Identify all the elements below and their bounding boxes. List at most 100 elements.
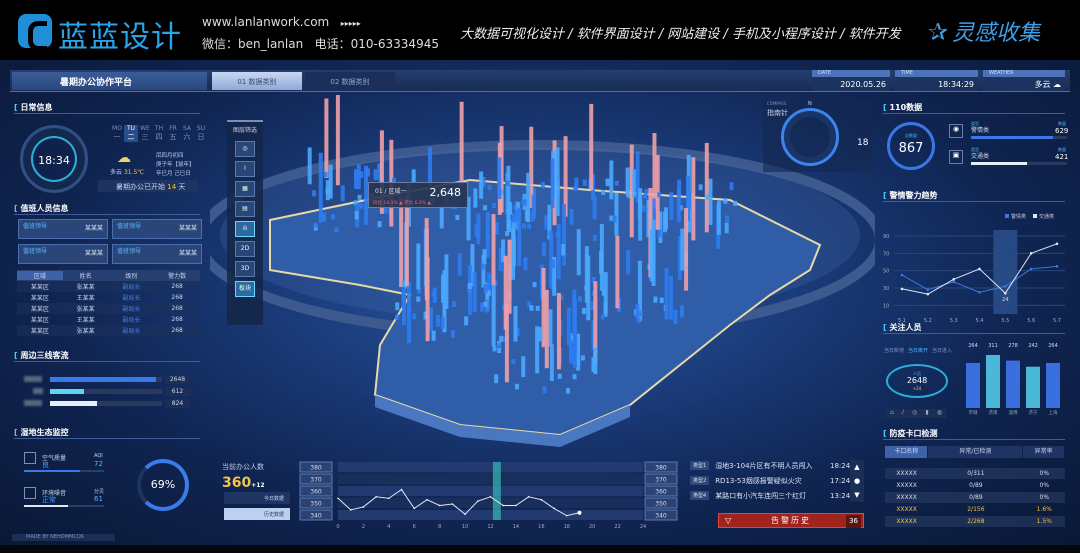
data-point: [565, 514, 568, 517]
map-bar: [582, 179, 587, 186]
x-tick-label: 5.5: [1001, 318, 1009, 323]
filter-button[interactable]: ▦: [235, 181, 255, 197]
table-row[interactable]: 某某区 张某某 副局长 268: [17, 281, 200, 292]
warning-icon: ▽: [725, 516, 734, 525]
table-cell: 0%: [1039, 470, 1050, 477]
phone: 电话：010-63334945: [314, 37, 439, 51]
map-bar: [542, 386, 547, 394]
map-bar: [511, 358, 516, 364]
map-bar: [324, 98, 329, 179]
focus-tab[interactable]: 当日离开: [908, 348, 929, 354]
column-header[interactable]: 卡口名称: [885, 446, 928, 458]
map-bar: [504, 304, 509, 383]
link-icon[interactable]: ∕: [901, 409, 904, 416]
map-bar: [401, 290, 406, 308]
column-header[interactable]: 警力数: [168, 273, 187, 280]
website-link[interactable]: www.lanlanwork.com: [202, 15, 330, 29]
target-icon[interactable]: ◎: [912, 409, 918, 416]
3d-map[interactable]: [210, 95, 875, 455]
focus-tab[interactable]: 当日进入: [932, 348, 953, 354]
scroll-up-icon[interactable]: ▲: [854, 463, 860, 471]
table-cell: 副局长: [122, 284, 141, 291]
map-bar: [497, 157, 502, 199]
map-bar: [614, 180, 619, 186]
map-bar: [411, 169, 416, 183]
compass-value: 18: [857, 138, 869, 148]
alarm-history-button[interactable]: ▽ 告警历史 36: [718, 513, 864, 528]
filter-button[interactable]: ▤: [235, 201, 255, 217]
alarm-scroll[interactable]: ▲ ● ▼: [850, 460, 864, 502]
countdown: 暑期办公已开始 14 天: [98, 180, 198, 192]
table-row[interactable]: XXXXX 2/156 1.6%: [885, 504, 1065, 515]
map-bar: [561, 204, 566, 260]
duty-role: 值班领导: [23, 248, 48, 255]
filter-button[interactable]: ⌇: [235, 161, 255, 177]
battery-icon[interactable]: ▮: [925, 409, 929, 416]
flow-value: 612: [165, 387, 190, 396]
data-point: [375, 496, 377, 498]
scroll-down-icon[interactable]: ▼: [854, 491, 860, 499]
x-tick-label: 4: [387, 524, 390, 530]
filter-button[interactable]: 3D: [235, 261, 255, 277]
tab-data-category-1[interactable]: 01 数据类别: [212, 72, 302, 90]
filter-button[interactable]: 板块: [235, 281, 255, 297]
table-row[interactable]: 某某区 王某某 副局长 268: [17, 292, 200, 303]
map-bar: [566, 307, 571, 346]
data-point: [926, 292, 930, 296]
table-row[interactable]: XXXXX 0/311 0%: [885, 468, 1065, 479]
column-header[interactable]: 异常/已检测: [928, 446, 1023, 458]
column-header[interactable]: 姓名: [79, 273, 92, 280]
table-row[interactable]: XXXXX 0/89 0%: [885, 480, 1065, 491]
focus-tab[interactable]: 当日新增: [884, 348, 905, 354]
duty-role: 值班领导: [117, 223, 142, 230]
today-data-button[interactable]: 今日数据: [224, 492, 290, 504]
duty-card[interactable]: 值班领导 某某某: [18, 219, 108, 239]
countdown-unit: 天: [178, 183, 186, 191]
compass-ring[interactable]: [781, 108, 839, 166]
alarm-item[interactable]: 类型1 湿地3-104片区有不明人员闯入 18:24: [690, 458, 851, 473]
weekday-cn: 一: [113, 133, 121, 141]
car-icon[interactable]: ⌂: [890, 409, 894, 416]
table-row[interactable]: XXXXX 0/89 0%: [885, 492, 1065, 503]
tab-data-category-2[interactable]: 02 数据类别: [305, 72, 395, 90]
weekday-fr: FR 五: [166, 125, 180, 142]
table-row[interactable]: XXXXX 2/268 1.5%: [885, 516, 1065, 527]
map-bar: [467, 282, 472, 292]
duty-card[interactable]: 值班领导 某某某: [18, 244, 108, 264]
map-bar: [562, 260, 567, 266]
table-row[interactable]: 某某区 张某某 副局长 268: [17, 325, 200, 336]
column-header[interactable]: 区域: [17, 271, 63, 280]
map-bar: [492, 345, 497, 352]
table-header: 区域 姓名 级别 警力数: [17, 270, 200, 281]
map-bar: [643, 193, 648, 199]
data-point: [952, 278, 955, 281]
map-bar: [466, 196, 471, 241]
map-bar: [638, 196, 643, 209]
bar-value: 264: [968, 343, 978, 349]
disk-icon[interactable]: ◍: [936, 409, 942, 416]
table-row[interactable]: 某某区 王某某 副局长 268: [17, 314, 200, 325]
filter-button[interactable]: 2D: [235, 241, 255, 257]
map-bar: [544, 289, 549, 369]
noise-icon: [24, 487, 36, 499]
legend-swatch: [1033, 214, 1037, 218]
map-bar: [328, 164, 333, 199]
table-cell: 0/89: [969, 494, 983, 501]
filter-button[interactable]: ılı: [235, 221, 255, 237]
alarm-item[interactable]: 类型4 某路口有小汽车连闯三个红灯 13:24: [690, 488, 850, 503]
map-bar: [479, 171, 484, 199]
map-bar: [540, 181, 545, 189]
weekday-cn: 五: [169, 133, 177, 141]
alarm-time: 18:24: [830, 461, 851, 470]
table-row[interactable]: 某某区 张某某 副局长 268: [17, 303, 200, 314]
bar-category: 上海: [1049, 409, 1058, 415]
filter-button[interactable]: ◎: [235, 141, 255, 157]
column-header[interactable]: 级别: [125, 273, 138, 280]
duty-card[interactable]: 值班领导 某某某: [112, 244, 202, 264]
map-bar: [636, 317, 641, 323]
alarm-item[interactable]: 类型2 RD13-53烟感报警疑似火灾 17:24: [690, 473, 850, 488]
weather-display: 多云 ☁: [1034, 80, 1061, 90]
duty-card[interactable]: 值班领导 某某某: [112, 219, 202, 239]
history-data-button[interactable]: 历史数据: [224, 508, 290, 520]
column-header[interactable]: 异常率: [1023, 446, 1064, 458]
